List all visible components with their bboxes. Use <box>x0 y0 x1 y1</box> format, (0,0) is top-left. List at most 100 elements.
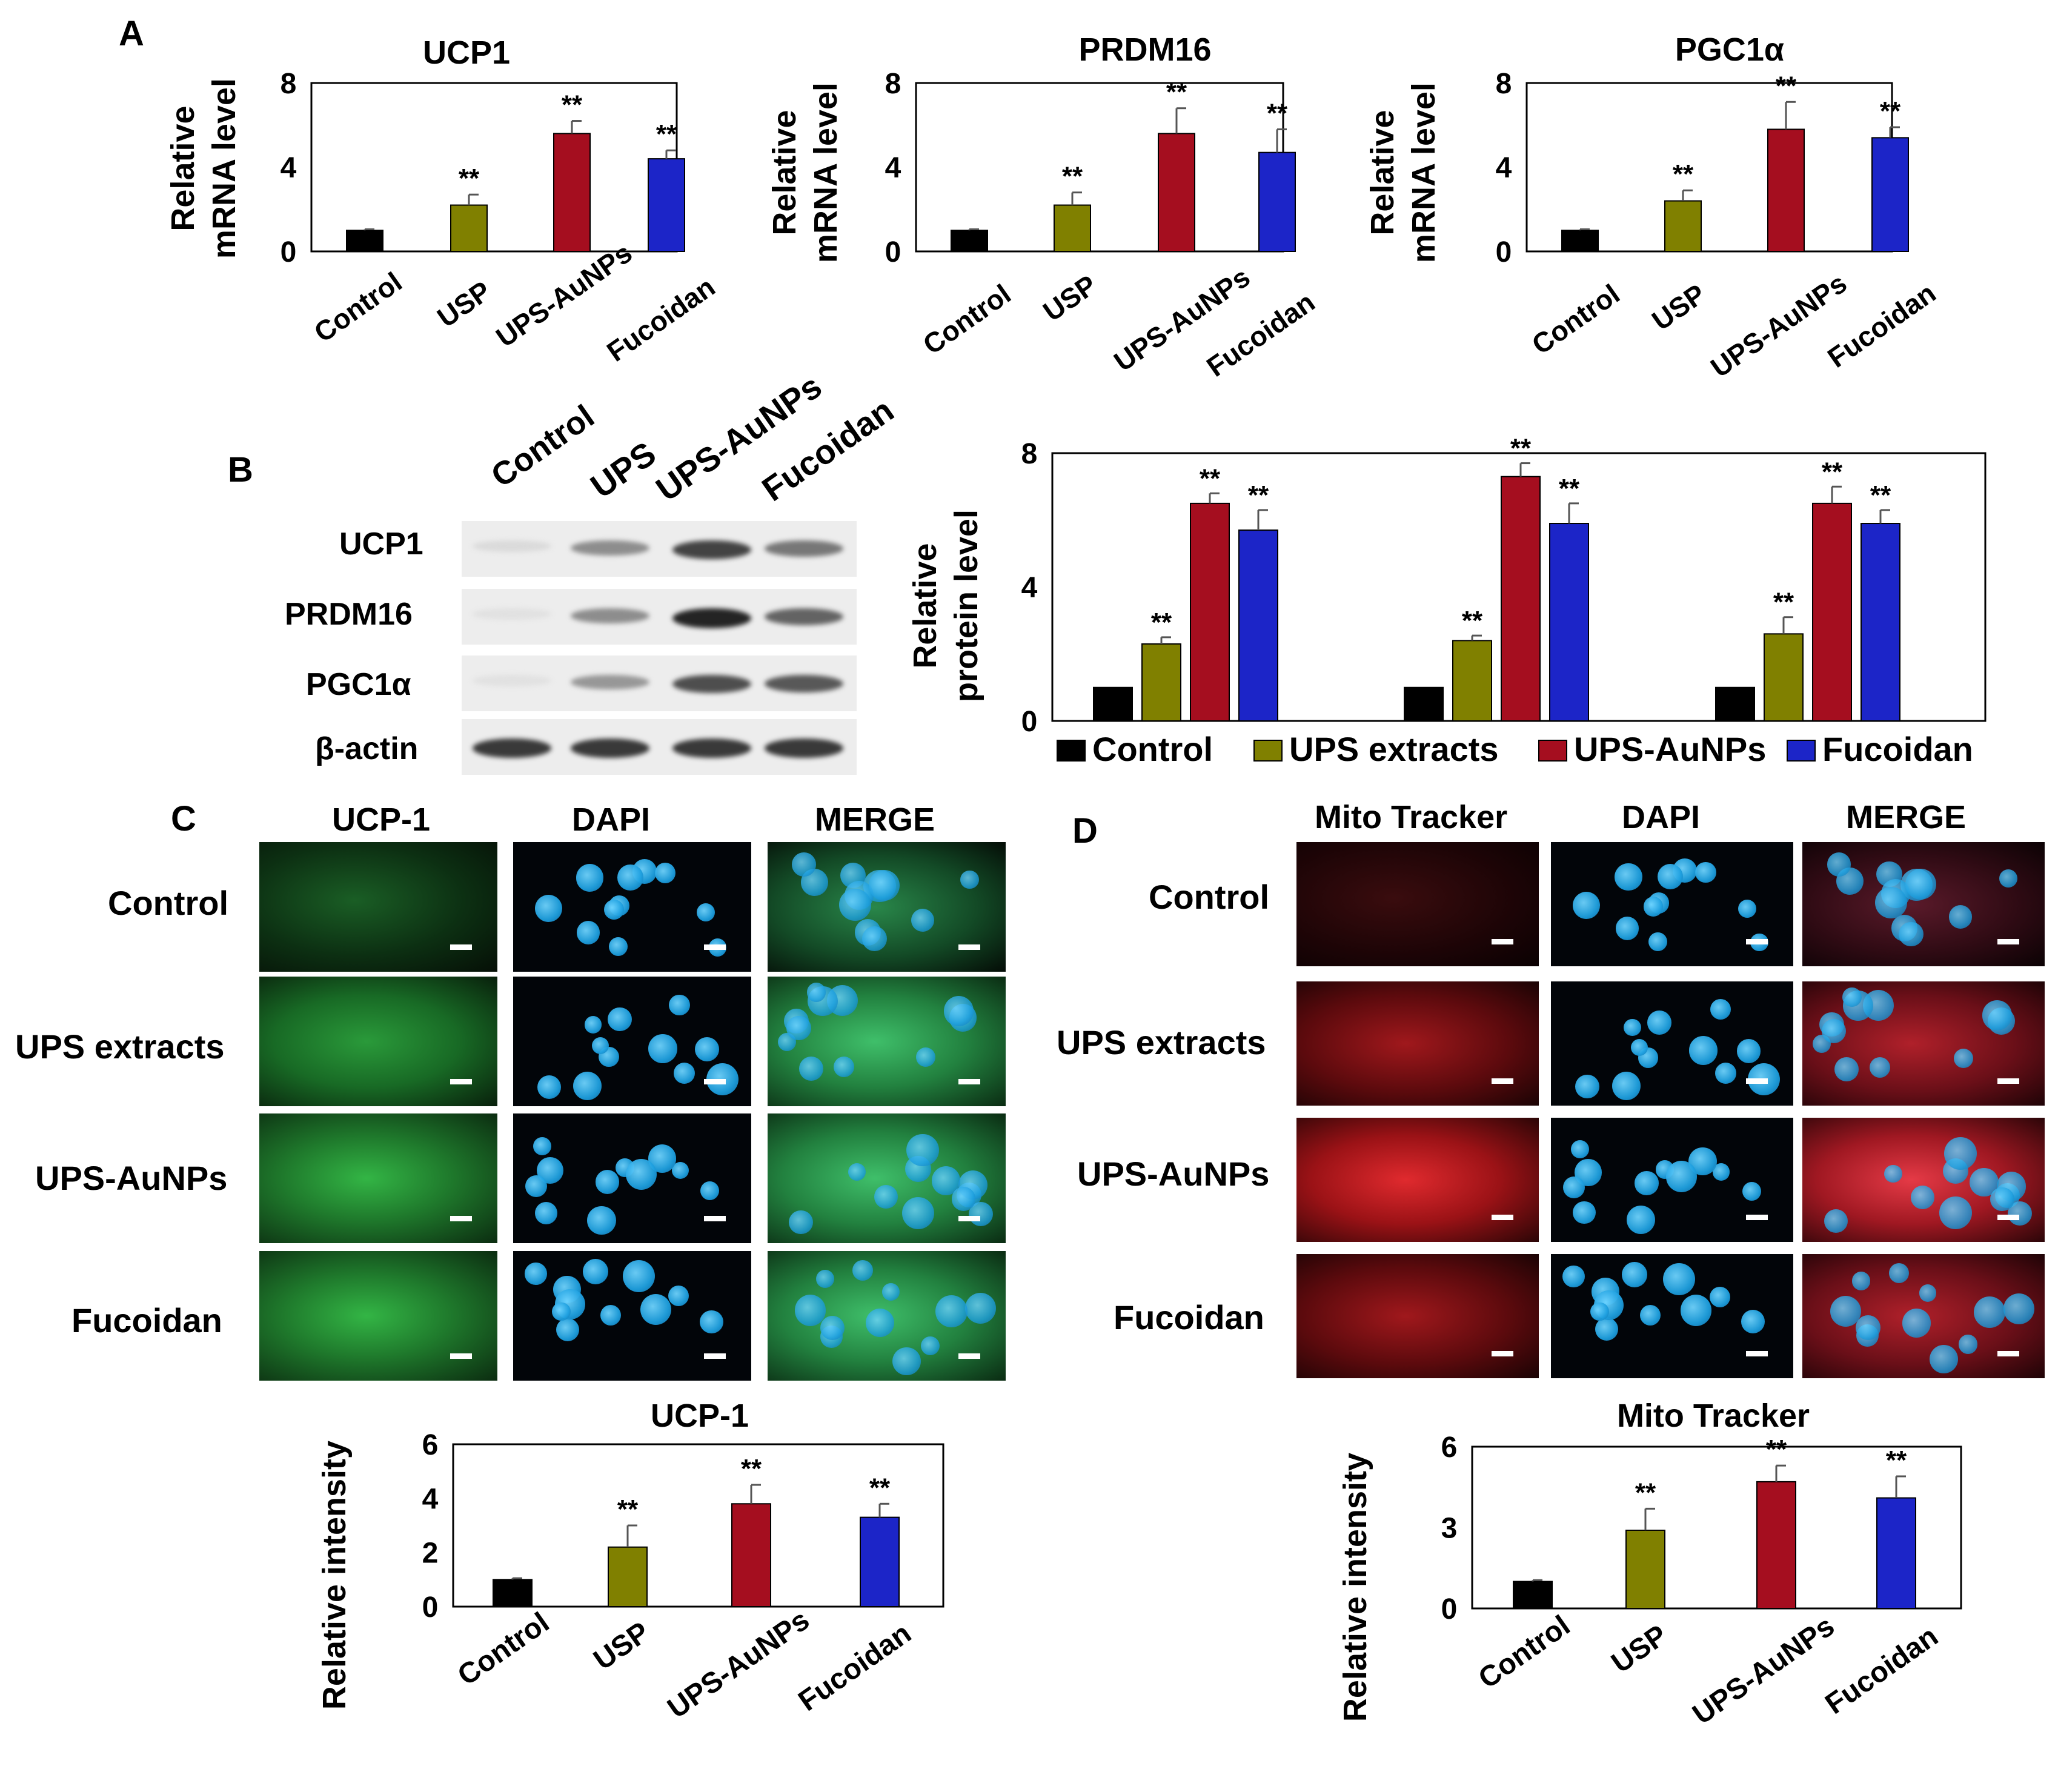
chart-d-significance-label: ** <box>1635 1478 1656 1507</box>
chart-d-bar <box>1513 1581 1553 1609</box>
chart-b-significance-label: ** <box>1822 457 1843 486</box>
nucleus-mark <box>852 1259 873 1281</box>
nucleus-mark <box>1738 900 1756 918</box>
nucleus-mark <box>1680 1295 1712 1326</box>
micro-c-col-ucp1: UCP-1 <box>332 801 431 838</box>
nucleus-mark <box>1999 869 2017 888</box>
scale-bar <box>1997 939 2019 944</box>
nucleus-mark <box>1631 1038 1648 1057</box>
blot-band <box>473 675 551 686</box>
micro-d-image-tile <box>1802 842 2045 966</box>
nucleus-mark <box>1714 1063 1736 1084</box>
chart-a1-bar <box>648 158 685 252</box>
chart-a2-bar <box>1054 204 1091 252</box>
nucleus-mark <box>839 889 872 921</box>
chart-a3-frame <box>1525 82 1893 253</box>
nucleus-mark <box>1648 932 1668 951</box>
nucleus-mark <box>582 1259 608 1285</box>
chart-c-bar <box>860 1516 900 1608</box>
micro-d-image-tile <box>1296 842 1539 966</box>
chart-c-ytick-label: 6 <box>422 1429 439 1461</box>
nucleus-mark <box>584 1016 602 1034</box>
chart-a1-significance-label: ** <box>459 164 480 193</box>
chart-c-ytick-label: 4 <box>422 1483 439 1515</box>
blot-band <box>571 738 649 758</box>
chart-a3-xtick-label: Control <box>1526 278 1625 360</box>
chart-b-bar <box>1452 640 1492 722</box>
chart-c-bar <box>731 1503 771 1607</box>
nucleus-mark <box>1639 1304 1661 1326</box>
chart-a2-ylabel-line1: Relative <box>766 110 803 235</box>
blot-row-label-ucp1: UCP1 <box>339 526 423 562</box>
nucleus-mark <box>833 1056 854 1077</box>
micro-c-col-dapi: DAPI <box>572 801 651 838</box>
chart-c-ylabel: Relative intensity <box>316 1441 353 1710</box>
nucleus-mark <box>1884 1164 1902 1183</box>
chart-a2-xtick-label: Control <box>917 278 1017 360</box>
panel-letter-d: D <box>1072 811 1098 851</box>
nucleus-mark <box>603 899 624 920</box>
nucleus-mark <box>1902 1309 1931 1338</box>
chart-d-ylabel: Relative intensity <box>1337 1453 1373 1722</box>
nucleus-mark <box>1875 886 1908 919</box>
micro-d-col-mito: Mito Tracker <box>1315 799 1508 835</box>
nucleus-mark <box>1688 1036 1718 1065</box>
chart-a1-ytick-label: 8 <box>280 68 297 100</box>
nucleus-mark <box>794 1295 826 1326</box>
chart-b-significance-label: ** <box>1248 480 1269 510</box>
scale-bar <box>958 1353 980 1359</box>
scale-bar <box>1997 1351 2019 1356</box>
chart-b-bar <box>1764 633 1804 722</box>
chart-b-ylabel-line2: protein level <box>948 509 984 702</box>
scale-bar <box>450 944 472 950</box>
nucleus-mark <box>668 1286 689 1307</box>
chart-c-significance-label: ** <box>869 1473 891 1502</box>
nucleus-mark <box>534 1201 558 1225</box>
nucleus-mark <box>552 1302 571 1321</box>
chart-b-bar <box>1860 523 1900 722</box>
micro-c-image-tile <box>259 977 497 1106</box>
chart-a3-ylabel-line2: mRNA level <box>1406 82 1442 263</box>
chart-b-significance-label: ** <box>1773 588 1794 617</box>
nucleus-mark <box>1958 1335 1977 1354</box>
blot-row-label-pgc1a: PGC1α <box>306 667 411 702</box>
nucleus-mark <box>600 1304 622 1326</box>
scale-bar <box>1746 1351 1768 1356</box>
nucleus-mark <box>1595 1318 1618 1341</box>
panel-letter-b: B <box>228 450 253 489</box>
nucleus-mark <box>862 926 887 951</box>
micro-c-row-fucoidan: Fucoidan <box>71 1301 222 1339</box>
nucleus-mark <box>700 1181 720 1201</box>
chart-b-significance-label: ** <box>1151 608 1172 637</box>
nucleus-mark <box>1562 1265 1585 1288</box>
micro-d-row-control: Control <box>1149 878 1270 916</box>
chart-b-ytick-label: 4 <box>1021 572 1038 604</box>
chart-a1-xtick-label: Fucoidan <box>601 271 720 368</box>
nucleus-mark <box>1742 1181 1761 1201</box>
micro-c-col-merge: MERGE <box>815 801 935 838</box>
nucleus-mark <box>1842 987 1862 1007</box>
scale-bar <box>450 1353 472 1359</box>
chart-b-bar <box>1501 476 1541 722</box>
chart-d-frame <box>1471 1445 1962 1610</box>
nucleus-mark <box>1741 1310 1765 1334</box>
chart-a2-significance-label: ** <box>1267 98 1288 128</box>
blot-row-label-prdm16: PRDM16 <box>285 597 413 632</box>
chart-d-ytick-label: 6 <box>1441 1432 1458 1464</box>
micro-c-image-tile <box>259 842 497 972</box>
nucleus-mark <box>1612 1071 1641 1100</box>
chart-a2-significance-label: ** <box>1062 162 1083 191</box>
chart-a2-bar <box>1258 151 1296 252</box>
micro-c-image-tile <box>259 1251 497 1381</box>
nucleus-mark <box>591 1037 609 1055</box>
panel-letter-c: C <box>171 799 196 838</box>
chart-b-bar <box>1238 529 1278 722</box>
chart-a2-ytick-label: 0 <box>885 236 901 268</box>
chart-a2-bar <box>1158 133 1195 252</box>
nucleus-mark <box>868 870 900 901</box>
nucleus-mark <box>1575 1074 1599 1099</box>
scale-bar <box>450 1079 472 1084</box>
nucleus-mark <box>1635 1171 1659 1195</box>
nucleus-mark <box>1830 1295 1862 1327</box>
